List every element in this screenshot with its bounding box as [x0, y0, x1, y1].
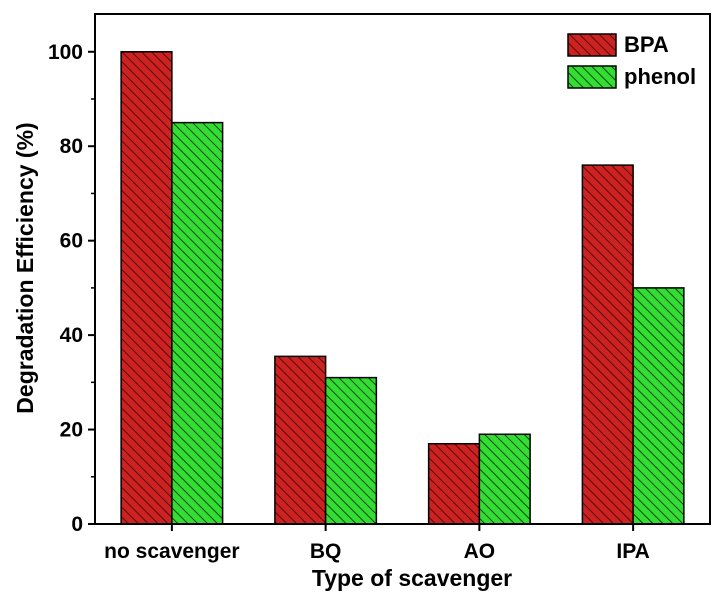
bar-bpa-ipa — [581, 164, 634, 525]
x-axis-title: Type of scavenger — [312, 565, 512, 591]
bar-phenol-ao — [478, 433, 531, 525]
legend-swatch-phenol — [567, 65, 617, 89]
bar-bpa-bq — [274, 355, 327, 525]
legend: BPA phenol — [567, 32, 696, 89]
y-tick-label: 0 — [71, 513, 83, 536]
y-tick-label: 60 — [60, 230, 83, 253]
y-tick-label: 40 — [60, 324, 83, 347]
x-tick-label: IPA — [616, 540, 649, 563]
bars-layer — [120, 51, 685, 525]
bar-phenol-bq — [324, 376, 378, 525]
bar-phenol-ipa — [632, 287, 685, 525]
bar-phenol-no-scavenger — [171, 121, 224, 525]
legend-swatch-bpa — [567, 33, 617, 57]
y-tick-label: 20 — [60, 419, 83, 442]
y-axis-title: Degradation Efficiency (%) — [12, 122, 38, 413]
bar-bpa-ao — [427, 442, 481, 525]
y-tick-label: 80 — [60, 135, 83, 158]
plot-frame — [94, 13, 711, 525]
x-tick-label: no scavenger — [104, 540, 239, 563]
legend-label-phenol: phenol — [624, 64, 696, 89]
y-tick-label: 100 — [48, 41, 83, 64]
x-tick-label: BQ — [310, 540, 342, 563]
axes-layer: no scavenger BQ AO IPA 0 20 40 60 80 100 — [48, 13, 711, 563]
x-tick-label: AO — [464, 540, 496, 563]
legend-label-bpa: BPA — [624, 32, 669, 57]
bar-bpa-no-scavenger — [120, 51, 173, 525]
